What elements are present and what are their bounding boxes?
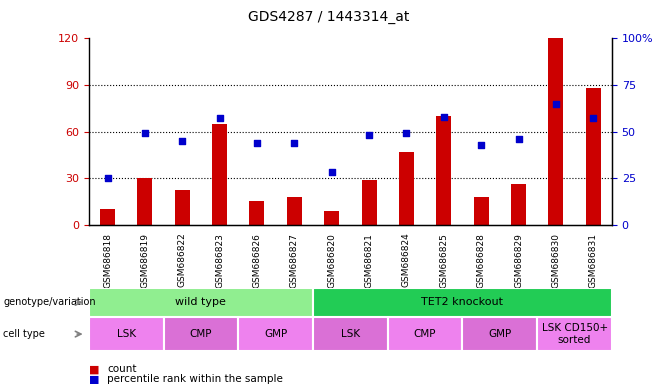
Point: [215, 116, 225, 122]
Text: GSM686830: GSM686830: [551, 233, 561, 288]
Text: GSM686827: GSM686827: [290, 233, 299, 288]
Text: TET2 knockout: TET2 knockout: [422, 297, 503, 308]
Text: ■: ■: [89, 374, 99, 384]
Point: [102, 175, 113, 181]
Text: GSM686824: GSM686824: [402, 233, 411, 288]
Text: GDS4287 / 1443314_at: GDS4287 / 1443314_at: [248, 10, 410, 23]
Bar: [537, 317, 612, 351]
Bar: [89, 288, 313, 317]
Bar: [324, 211, 339, 225]
Bar: [164, 317, 238, 351]
Text: percentile rank within the sample: percentile rank within the sample: [107, 374, 283, 384]
Bar: [287, 197, 302, 225]
Bar: [175, 190, 190, 225]
Point: [476, 141, 486, 147]
Text: GSM686818: GSM686818: [103, 233, 112, 288]
Bar: [586, 88, 601, 225]
Text: ■: ■: [89, 364, 99, 374]
Text: GSM686829: GSM686829: [514, 233, 523, 288]
Bar: [362, 180, 376, 225]
Text: LSK CD150+
sorted: LSK CD150+ sorted: [542, 323, 607, 345]
Bar: [238, 317, 313, 351]
Point: [438, 114, 449, 120]
Text: GSM686821: GSM686821: [365, 233, 374, 288]
Bar: [399, 152, 414, 225]
Point: [289, 140, 299, 146]
Text: GSM686825: GSM686825: [440, 233, 448, 288]
Text: GMP: GMP: [488, 329, 511, 339]
Text: genotype/variation: genotype/variation: [3, 297, 96, 308]
Text: LSK: LSK: [116, 329, 136, 339]
Point: [177, 138, 188, 144]
Bar: [548, 38, 563, 225]
Point: [139, 130, 150, 136]
Bar: [463, 317, 537, 351]
Bar: [89, 317, 164, 351]
Text: GSM686826: GSM686826: [253, 233, 261, 288]
Point: [252, 140, 263, 146]
Point: [588, 116, 599, 122]
Bar: [436, 116, 451, 225]
Text: count: count: [107, 364, 137, 374]
Text: GSM686823: GSM686823: [215, 233, 224, 288]
Text: cell type: cell type: [3, 329, 45, 339]
Bar: [511, 184, 526, 225]
Point: [401, 130, 412, 136]
Bar: [212, 124, 227, 225]
Text: wild type: wild type: [176, 297, 226, 308]
Bar: [388, 317, 463, 351]
Text: GSM686820: GSM686820: [327, 233, 336, 288]
Text: GSM686819: GSM686819: [140, 233, 149, 288]
Bar: [313, 288, 612, 317]
Text: GSM686822: GSM686822: [178, 233, 187, 288]
Text: GMP: GMP: [264, 329, 288, 339]
Bar: [474, 197, 489, 225]
Bar: [100, 209, 115, 225]
Text: GSM686831: GSM686831: [589, 233, 597, 288]
Text: LSK: LSK: [341, 329, 360, 339]
Text: GSM686828: GSM686828: [476, 233, 486, 288]
Point: [551, 101, 561, 107]
Text: CMP: CMP: [190, 329, 212, 339]
Point: [364, 132, 374, 138]
Point: [513, 136, 524, 142]
Bar: [313, 317, 388, 351]
Point: [326, 169, 337, 175]
Text: CMP: CMP: [414, 329, 436, 339]
Bar: [138, 178, 153, 225]
Bar: [249, 201, 265, 225]
